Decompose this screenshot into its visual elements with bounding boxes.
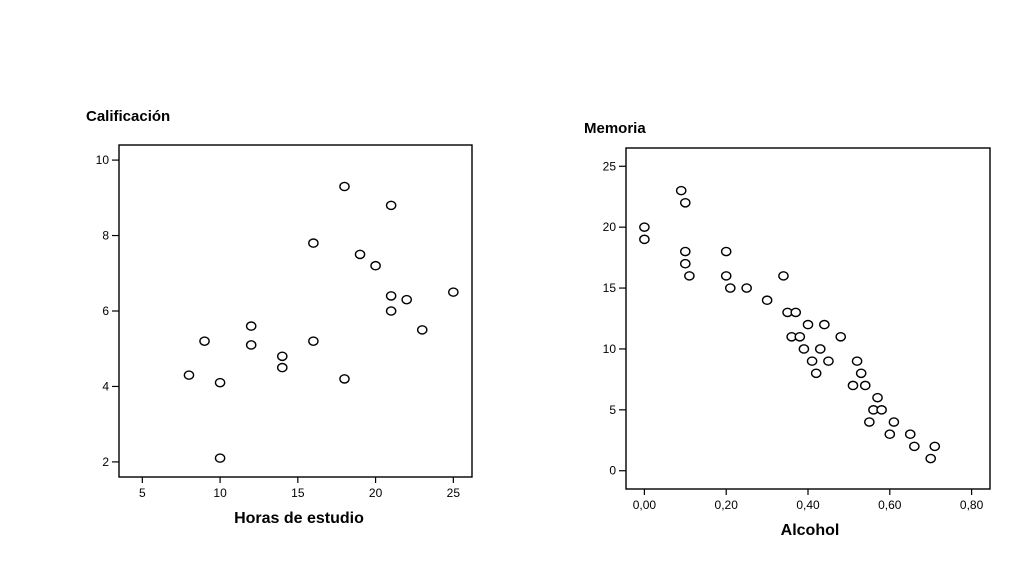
data-point bbox=[199, 336, 210, 346]
y-axis-label: Memoria bbox=[584, 120, 646, 137]
data-point bbox=[183, 370, 195, 380]
data-point bbox=[741, 283, 752, 293]
data-point bbox=[876, 405, 887, 415]
y-tick-label: 10 bbox=[96, 153, 110, 167]
data-point bbox=[684, 271, 695, 281]
y-tick-label: 4 bbox=[102, 379, 109, 393]
data-point bbox=[778, 271, 789, 281]
data-point bbox=[814, 344, 826, 354]
data-point bbox=[214, 377, 226, 388]
x-tick-label: 0,40 bbox=[796, 498, 820, 512]
data-point bbox=[929, 441, 941, 452]
data-point bbox=[724, 283, 736, 293]
data-point bbox=[884, 429, 896, 439]
x-tick-label: 0,20 bbox=[715, 498, 739, 512]
data-point bbox=[819, 319, 830, 330]
data-point bbox=[888, 417, 900, 427]
plot-frame bbox=[118, 144, 473, 478]
data-point bbox=[794, 331, 806, 342]
data-point bbox=[925, 453, 936, 464]
data-point bbox=[675, 185, 687, 196]
data-point bbox=[385, 291, 397, 301]
data-point bbox=[639, 222, 650, 232]
data-point bbox=[720, 246, 732, 257]
data-point bbox=[339, 374, 350, 384]
x-tick-label: 25 bbox=[447, 486, 461, 500]
data-point bbox=[245, 340, 257, 350]
data-point bbox=[864, 417, 875, 427]
data-point bbox=[276, 362, 288, 373]
data-point bbox=[904, 429, 916, 439]
data-point bbox=[810, 368, 822, 379]
data-point bbox=[639, 234, 650, 245]
chart-memoria-alcohol: Memoria Alcohol 0,00 0,20 0,40 0,60 0,80 0 5 10 15… bbox=[584, 120, 991, 539]
data-point bbox=[385, 200, 397, 211]
y-tick-label: 8 bbox=[102, 229, 109, 243]
chart-calificacion-horas: Calificación Horas de estudio 5 10 15 20 25 2 4 6… bbox=[86, 108, 473, 527]
data-point bbox=[855, 368, 867, 379]
data-point bbox=[308, 336, 319, 346]
y-tick-label: 20 bbox=[603, 220, 617, 234]
x-axis-label: Alcohol bbox=[781, 522, 840, 539]
x-tick-label: 0,00 bbox=[633, 498, 657, 512]
data-point bbox=[308, 238, 319, 248]
data-point bbox=[370, 260, 381, 271]
data-point bbox=[802, 319, 814, 330]
data-point bbox=[790, 307, 802, 318]
y-tick-label: 10 bbox=[603, 342, 617, 356]
data-point bbox=[847, 380, 859, 391]
y-tick-label: 6 bbox=[102, 304, 109, 318]
y-tick-label: 15 bbox=[603, 281, 617, 295]
data-point bbox=[798, 344, 810, 354]
data-point bbox=[680, 246, 691, 257]
data-point bbox=[680, 198, 691, 208]
x-axis-label: Horas de estudio bbox=[234, 510, 364, 527]
data-point bbox=[339, 181, 350, 192]
data-point bbox=[851, 356, 863, 366]
x-tick-label: 5 bbox=[139, 486, 146, 500]
data-point bbox=[761, 295, 773, 306]
y-tick-label: 0 bbox=[609, 464, 616, 478]
data-point bbox=[276, 351, 288, 362]
data-point bbox=[680, 258, 691, 269]
data-point bbox=[401, 294, 412, 305]
y-tick-label: 25 bbox=[603, 159, 617, 173]
data-point bbox=[872, 392, 883, 403]
data-point bbox=[354, 249, 366, 260]
data-point bbox=[245, 321, 257, 331]
data-point bbox=[385, 306, 397, 316]
data-point bbox=[806, 356, 818, 366]
plot-frame bbox=[625, 147, 991, 490]
x-tick-label: 20 bbox=[369, 486, 383, 500]
data-point bbox=[720, 271, 732, 281]
y-tick-label: 2 bbox=[102, 455, 109, 469]
x-tick-label: 10 bbox=[213, 486, 227, 500]
x-tick-label: 0,80 bbox=[960, 498, 984, 512]
data-point bbox=[448, 287, 459, 297]
data-point bbox=[214, 453, 226, 463]
data-point bbox=[416, 325, 428, 335]
data-point bbox=[859, 380, 871, 391]
data-point bbox=[909, 441, 920, 452]
data-point bbox=[835, 331, 847, 342]
x-tick-label: 15 bbox=[291, 486, 305, 500]
data-point bbox=[823, 356, 834, 366]
x-tick-label: 0,60 bbox=[878, 498, 902, 512]
y-axis-label: Calificación bbox=[86, 108, 170, 125]
y-tick-label: 5 bbox=[609, 403, 616, 417]
